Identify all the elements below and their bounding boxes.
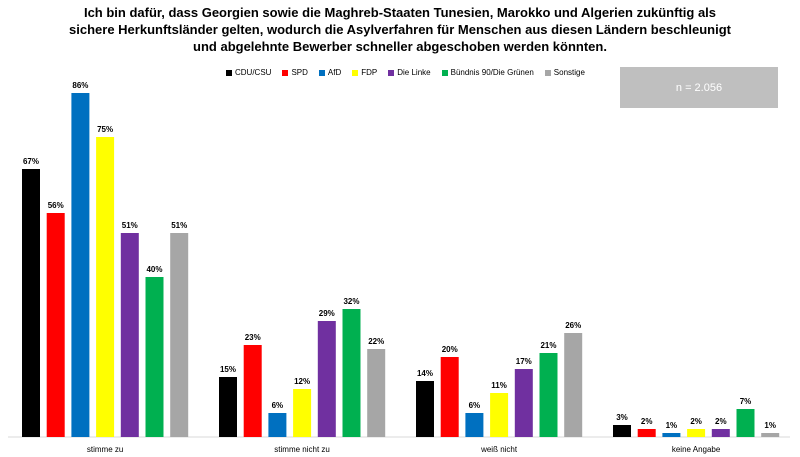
bar-0-2 bbox=[71, 93, 90, 437]
legend-swatch bbox=[388, 70, 395, 76]
bar-2-4 bbox=[514, 369, 533, 437]
bar-3-3 bbox=[687, 429, 706, 437]
data-label-0-2: 86% bbox=[72, 81, 88, 90]
legend-item-0: CDU/CSU bbox=[226, 68, 271, 78]
legend-item-3: FDP bbox=[352, 68, 377, 78]
data-label-1-0: 15% bbox=[220, 365, 236, 374]
data-label-3-5: 7% bbox=[740, 397, 752, 406]
bar-2-6 bbox=[564, 333, 583, 437]
legend-label: FDP bbox=[361, 68, 378, 77]
bar-0-0 bbox=[22, 169, 40, 437]
bar-3-2 bbox=[662, 433, 681, 437]
data-label-3-4: 2% bbox=[715, 417, 727, 426]
legend-swatch bbox=[352, 70, 359, 76]
data-label-3-0: 3% bbox=[616, 413, 628, 422]
data-label-0-3: 75% bbox=[97, 125, 113, 134]
data-label-0-5: 40% bbox=[146, 265, 162, 274]
legend-label: Bündnis 90/Die Grünen bbox=[450, 68, 534, 77]
bar-1-6 bbox=[367, 349, 386, 437]
data-label-3-1: 2% bbox=[641, 417, 653, 426]
data-label-3-6: 1% bbox=[764, 421, 776, 430]
category-label-0: stimme zu bbox=[87, 445, 123, 454]
data-label-3-2: 1% bbox=[666, 421, 678, 430]
legend-item-6: Sonstige bbox=[544, 68, 585, 78]
bar-2-2 bbox=[465, 413, 484, 437]
legend-swatch bbox=[282, 70, 289, 76]
bar-0-1 bbox=[46, 213, 65, 437]
bar-1-5 bbox=[342, 309, 361, 437]
sample-size-box: n = 2.056 bbox=[620, 67, 778, 108]
data-label-1-5: 32% bbox=[343, 297, 359, 306]
legend-label: Die Linke bbox=[397, 68, 431, 77]
bar-3-6 bbox=[761, 433, 780, 437]
bar-3-1 bbox=[637, 429, 656, 437]
bar-1-3 bbox=[293, 389, 312, 437]
bar-3-0 bbox=[613, 425, 631, 437]
legend-item-4: Die Linke bbox=[388, 68, 431, 78]
legend-label: CDU/CSU bbox=[235, 68, 272, 77]
bar-1-0 bbox=[219, 377, 237, 437]
bar-1-2 bbox=[268, 413, 287, 437]
title-line-1: Ich bin dafür, dass Georgien sowie die M… bbox=[83, 5, 717, 20]
data-label-2-1: 20% bbox=[442, 345, 458, 354]
bar-3-4 bbox=[711, 429, 730, 437]
category-label-1: stimme nicht zu bbox=[274, 445, 330, 454]
legend-swatch bbox=[544, 70, 551, 76]
data-label-0-6: 51% bbox=[171, 221, 187, 230]
data-label-1-4: 29% bbox=[319, 309, 335, 318]
legend-label: SPD bbox=[291, 68, 308, 77]
legend-label: AfD bbox=[327, 68, 342, 77]
bar-0-4 bbox=[120, 233, 139, 437]
data-label-1-3: 12% bbox=[294, 377, 310, 386]
legend-swatch bbox=[226, 70, 232, 76]
data-label-2-0: 14% bbox=[417, 369, 433, 378]
legend-item-2: AfD bbox=[318, 68, 342, 78]
data-label-0-4: 51% bbox=[122, 221, 138, 230]
data-label-2-4: 17% bbox=[516, 357, 532, 366]
chart-title: Ich bin dafür, dass Georgien sowie die M… bbox=[60, 4, 740, 55]
data-label-0-0: 67% bbox=[23, 157, 39, 166]
data-label-2-3: 11% bbox=[491, 381, 507, 390]
bar-1-4 bbox=[317, 321, 336, 437]
data-label-1-2: 6% bbox=[272, 401, 284, 410]
data-label-1-6: 22% bbox=[368, 337, 384, 346]
bar-0-3 bbox=[96, 137, 115, 437]
sample-size-label: n = 2.056 bbox=[675, 81, 723, 94]
data-label-2-2: 6% bbox=[469, 401, 481, 410]
data-label-2-6: 26% bbox=[565, 321, 581, 330]
category-label-2: weiß nicht bbox=[480, 445, 518, 454]
legend-swatch bbox=[441, 70, 448, 76]
legend-item-1: SPD bbox=[282, 68, 308, 78]
title-line-2: sichere Herkunftsländer gelten, wodurch … bbox=[69, 22, 731, 37]
legend-item-5: Bündnis 90/Die Grünen bbox=[441, 68, 534, 78]
legend-label: Sonstige bbox=[553, 68, 585, 77]
bar-0-5 bbox=[145, 277, 164, 437]
data-label-3-3: 2% bbox=[690, 417, 702, 426]
legend-swatch bbox=[318, 70, 325, 76]
data-label-2-5: 21% bbox=[540, 341, 556, 350]
bar-2-0 bbox=[416, 381, 434, 437]
bar-0-6 bbox=[170, 233, 189, 437]
bar-1-1 bbox=[243, 345, 262, 437]
legend: CDU/CSU SPD AfD FDP Die Linke Bündnis 90/Die … bbox=[226, 68, 585, 78]
bar-2-5 bbox=[539, 353, 558, 437]
category-label-3: keine Angabe bbox=[672, 445, 721, 454]
bar-3-5 bbox=[736, 409, 755, 437]
data-label-0-1: 56% bbox=[48, 201, 64, 210]
data-label-1-1: 23% bbox=[245, 333, 261, 342]
title-line-3: und abgelehnte Bewerber schneller abgesc… bbox=[193, 39, 607, 54]
bar-2-1 bbox=[440, 357, 459, 437]
bar-2-3 bbox=[490, 393, 509, 437]
